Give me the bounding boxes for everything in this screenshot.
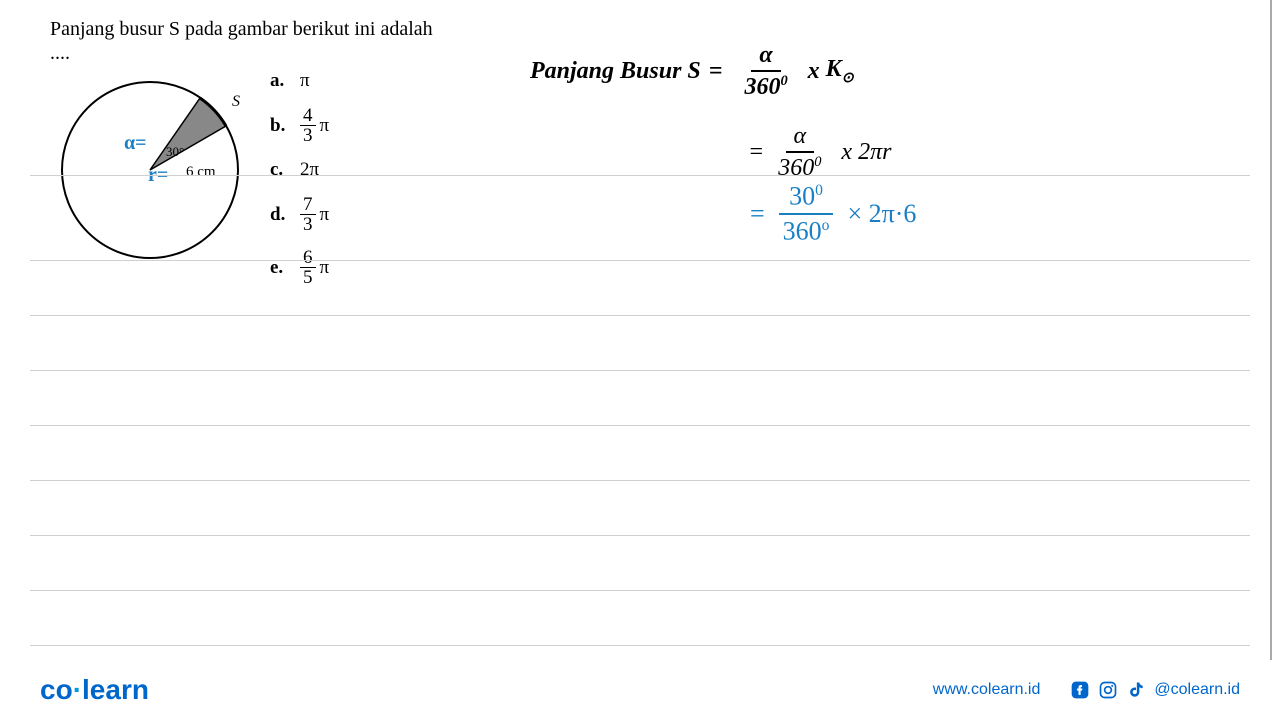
- formula-line-2: = α 3600 x 2πr: [748, 121, 891, 184]
- option-c-label: c.: [270, 159, 300, 181]
- social-handle[interactable]: @colearn.id: [1154, 681, 1240, 699]
- website-link[interactable]: www.colearn.id: [933, 681, 1041, 699]
- option-b: b. 4 3 π: [270, 106, 329, 145]
- content-area: Panjang busur S pada gambar berikut ini …: [30, 0, 1250, 660]
- formula-fraction-1: α 3600: [736, 40, 795, 103]
- solution-area: Panjang Busur S = α 3600 x K⊙ = α 3600 x…: [530, 40, 891, 202]
- r-annotation: r=: [148, 164, 168, 187]
- angle-label: 30°: [166, 144, 184, 159]
- circle-diagram: S 30° 6 cm α= r=: [50, 70, 250, 270]
- instagram-icon[interactable]: [1098, 680, 1118, 700]
- option-d-fraction: 7 3: [300, 195, 316, 234]
- option-d: d. 7 3 π: [270, 195, 329, 234]
- option-a-label: a.: [270, 70, 300, 92]
- footer: co·learn www.colearn.id @colearn.id: [0, 660, 1280, 720]
- formula-line-1: Panjang Busur S = α 3600 x K⊙: [530, 40, 891, 103]
- option-a: a. π: [270, 70, 329, 92]
- option-e: e. 6 5 π: [270, 248, 329, 287]
- tiktok-icon[interactable]: [1126, 680, 1146, 700]
- option-c: c. 2π: [270, 159, 329, 181]
- alpha-annotation: α=: [124, 132, 147, 155]
- option-a-value: π: [300, 70, 310, 92]
- handwritten-fraction: 300 360o: [773, 180, 840, 249]
- options-list: a. π b. 4 3 π c. 2π d. 7 3 π e. 6: [270, 70, 329, 301]
- option-c-value: 2π: [300, 159, 319, 181]
- social-icons: @colearn.id: [1070, 680, 1240, 700]
- option-d-label: d.: [270, 204, 300, 226]
- option-b-fraction: 4 3: [300, 106, 316, 145]
- question-text: Panjang busur S pada gambar berikut ini …: [50, 18, 433, 41]
- handwritten-step: = 300 360o × 2π·6: [750, 180, 916, 249]
- option-e-label: e.: [270, 257, 300, 279]
- radius-label: 6 cm: [186, 164, 216, 180]
- option-e-fraction: 6 5: [300, 248, 316, 287]
- facebook-icon[interactable]: [1070, 680, 1090, 700]
- arc-label: S: [232, 93, 240, 110]
- logo: co·learn: [40, 674, 149, 706]
- right-border: [1270, 0, 1272, 660]
- formula-fraction-2: α 3600: [770, 121, 829, 184]
- question-dots: ....: [50, 42, 70, 65]
- option-b-label: b.: [270, 115, 300, 137]
